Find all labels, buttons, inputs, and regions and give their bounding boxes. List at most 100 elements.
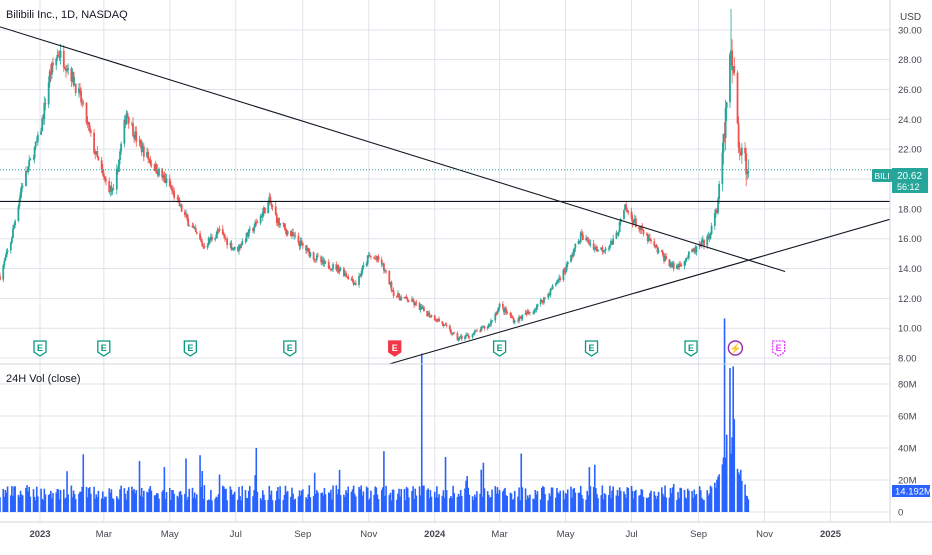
volume-bar <box>593 464 596 512</box>
earnings-marker[interactable] <box>771 340 786 357</box>
earnings-marker[interactable] <box>584 340 599 357</box>
volume-bar <box>13 486 15 512</box>
trendline[interactable] <box>389 218 891 365</box>
volume-bar <box>595 488 597 512</box>
candle-body <box>623 209 625 219</box>
candle-body <box>271 206 274 207</box>
candle-body <box>33 147 36 159</box>
volume-bar <box>603 493 606 512</box>
candle-body <box>209 236 212 241</box>
volume-bar <box>80 491 82 512</box>
volume-bar <box>51 498 53 512</box>
candle-body <box>142 146 145 157</box>
earnings-marker[interactable] <box>492 340 507 357</box>
volume-bar <box>710 487 713 512</box>
volume-bar <box>366 487 369 512</box>
volume-bar <box>120 485 122 512</box>
volume-bar <box>297 496 300 512</box>
candle-body <box>171 187 173 191</box>
volume-bar <box>664 485 666 512</box>
volume-bar <box>589 486 592 512</box>
candle-body <box>639 229 642 231</box>
volume-bar <box>396 499 398 512</box>
currency-label[interactable]: USD <box>900 12 921 23</box>
volume-bar <box>550 487 553 512</box>
volume-bar <box>413 498 415 512</box>
candle-body <box>218 229 221 231</box>
candle-body <box>74 83 77 93</box>
volume-bar <box>6 486 9 512</box>
candle-body <box>239 245 241 248</box>
volume-bar <box>87 488 90 512</box>
earnings-marker[interactable] <box>388 340 402 357</box>
earnings-marker[interactable] <box>283 340 297 357</box>
candle-body <box>178 199 181 207</box>
volume-bar <box>263 494 265 512</box>
candle-body <box>730 50 732 55</box>
earnings-marker[interactable] <box>33 340 47 357</box>
candle-body <box>732 66 735 71</box>
earnings-marker[interactable] <box>183 340 197 357</box>
volume-bar <box>5 492 8 512</box>
candle-body <box>510 315 513 318</box>
candle-body <box>156 173 159 176</box>
candle-body <box>714 209 717 214</box>
volume-bars <box>0 318 750 512</box>
volume-bar <box>701 497 703 512</box>
candle-body <box>59 50 62 58</box>
candle-body <box>111 188 114 192</box>
candle-body <box>232 247 235 250</box>
volume-bar <box>14 486 16 512</box>
volume-bar <box>82 454 85 512</box>
trendline[interactable] <box>0 26 786 273</box>
candle-body <box>199 233 201 240</box>
candle-body <box>577 241 580 244</box>
earnings-marker[interactable] <box>684 340 698 357</box>
candle-body <box>125 113 128 125</box>
volume-bar <box>141 496 144 512</box>
candle-body <box>195 232 198 234</box>
volume-bar <box>428 498 431 512</box>
volume-bar <box>715 487 717 512</box>
candle-body <box>603 250 606 252</box>
volume-bar <box>679 487 682 512</box>
candle-body <box>58 55 61 58</box>
candle-body <box>224 235 226 239</box>
volume-bar <box>703 499 705 512</box>
volume-bar <box>732 366 734 512</box>
flash-event-marker[interactable] <box>727 340 744 356</box>
volume-bar <box>520 453 523 512</box>
volume-bar <box>358 486 360 512</box>
event-markers[interactable]: E E E E E E E E ⚡ E <box>33 340 786 357</box>
candle-body <box>135 131 138 142</box>
ticker-badge[interactable] <box>872 169 892 182</box>
volume-bar <box>32 489 35 512</box>
volume-bar <box>138 460 141 512</box>
volume-bar <box>226 500 228 512</box>
candle-body <box>649 237 651 240</box>
volume-bar <box>345 490 347 512</box>
volume-bar <box>558 493 560 512</box>
candle-body <box>580 232 583 235</box>
volume-bar <box>188 488 191 512</box>
volume-title[interactable]: 24H Vol (close) <box>6 373 81 385</box>
trendlines[interactable] <box>0 26 891 365</box>
earnings-marker[interactable] <box>97 340 111 357</box>
candle-body <box>294 235 297 237</box>
candle-body <box>193 227 196 229</box>
candle-body <box>501 303 504 308</box>
volume-bar <box>293 499 295 512</box>
price-axis-tick-label: 18.00 <box>898 204 922 215</box>
volume-bar <box>199 455 201 512</box>
candle-body <box>685 257 688 260</box>
candle-body <box>191 225 194 228</box>
candle-body <box>138 140 141 142</box>
candle-body <box>434 320 437 322</box>
symbol-title[interactable]: Bilibili Inc., 1D, NASDAQ <box>6 9 128 21</box>
candle-body <box>108 181 111 192</box>
volume-bar <box>437 497 439 512</box>
candle-body <box>400 297 403 301</box>
earnings-icon: E <box>187 343 193 353</box>
volume-bar <box>224 488 226 512</box>
